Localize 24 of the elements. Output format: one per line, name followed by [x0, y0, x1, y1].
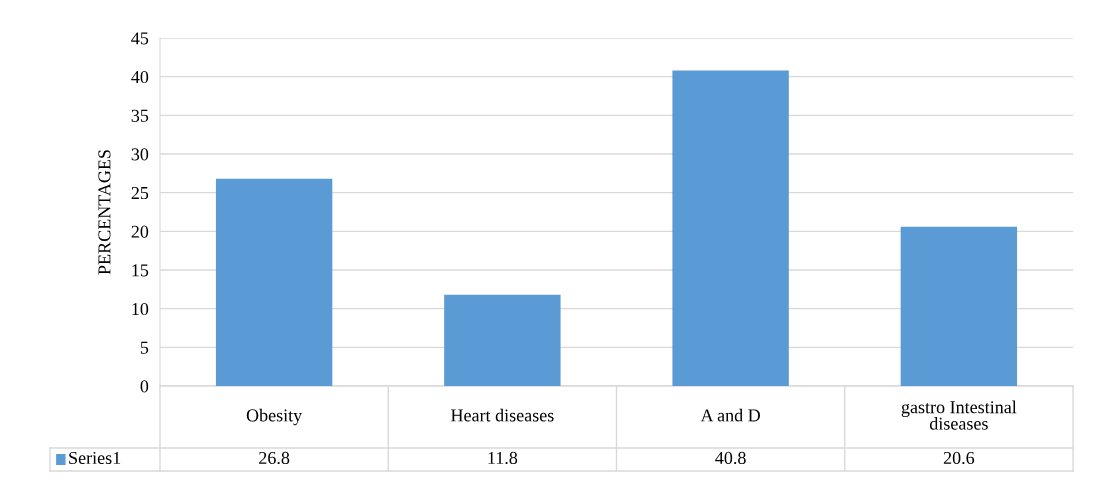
- legend-label: Series1: [69, 451, 121, 465]
- x-tick-label: gastro Intestinal diseases: [901, 400, 1017, 430]
- x-tick-label: A and D: [700, 408, 760, 422]
- y-tick-label: 45: [131, 32, 149, 45]
- y-tick-label: 10: [132, 302, 149, 316]
- data-label: 40.8: [715, 451, 746, 465]
- x-tick-label: Obesity: [246, 408, 303, 426]
- bar: [444, 294, 561, 386]
- data-label: 26.8: [259, 451, 290, 465]
- y-tick-label: 0: [140, 380, 149, 393]
- y-tick-label: 40: [131, 70, 149, 84]
- y-tick-label: 25: [131, 186, 149, 200]
- x-tick-label: Heart diseases: [451, 408, 554, 422]
- bar: [215, 178, 333, 386]
- y-tick-label: 20: [131, 225, 149, 238]
- y-tick-label: 35: [131, 109, 149, 122]
- y-tick-label: 15: [132, 264, 149, 277]
- data-label: 11.8: [488, 451, 518, 465]
- bar: [672, 70, 789, 386]
- y-axis-title: PERCENTAGES: [98, 150, 111, 275]
- data-label: 20.6: [943, 451, 975, 465]
- bar: [900, 226, 1018, 386]
- y-tick-label: 5: [140, 341, 149, 354]
- y-tick-label: 30: [131, 148, 149, 161]
